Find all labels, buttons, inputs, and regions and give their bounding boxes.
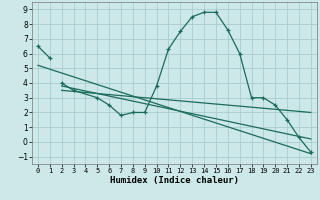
X-axis label: Humidex (Indice chaleur): Humidex (Indice chaleur)	[110, 176, 239, 185]
